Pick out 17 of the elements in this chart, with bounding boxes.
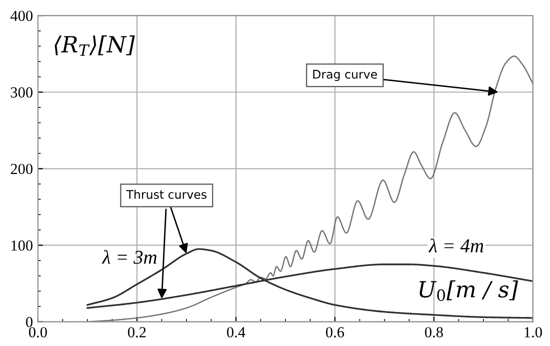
x-tick-label: 0.8: [424, 327, 443, 338]
x-tick-label: 0.4: [226, 327, 246, 338]
x-axis-title: U$_{0}$[m / s]: [420, 280, 518, 301]
x-tick-label: 0.6: [326, 327, 344, 338]
y-tick-label: 0: [26, 316, 33, 328]
annotation: Thrust curves: [126, 190, 206, 199]
series-label: λ = 3m: [102, 250, 157, 264]
annotation: Drag curve: [313, 70, 377, 81]
x-tick-label: 0.2: [128, 327, 146, 338]
series-label: λ = 4m: [428, 238, 484, 252]
y-tick-label: 200: [10, 164, 33, 174]
y-tick-label: 300: [10, 87, 33, 98]
y-axis-title: ⟨R$_{T}$⟩[N]: [54, 35, 135, 56]
y-tick-label: 400: [10, 10, 33, 22]
y-tick-label: 100: [12, 240, 33, 251]
x-tick-label: 0.0: [28, 327, 47, 338]
x-tick-label: 1.0: [524, 327, 542, 338]
